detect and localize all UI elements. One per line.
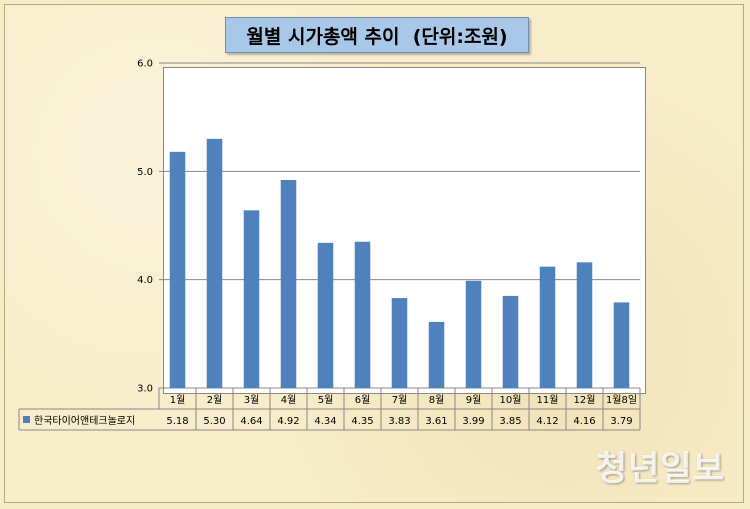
data-label: 3.99 [462, 416, 484, 427]
bar-1 [169, 151, 186, 388]
bar-12 [576, 262, 593, 388]
y-tick-label: 3.0 [137, 384, 153, 395]
data-label: 4.12 [536, 416, 558, 427]
data-label: 4.16 [573, 416, 595, 427]
bar-11 [539, 266, 556, 388]
data-label: 5.18 [166, 416, 188, 427]
x-category-label: 7월 [392, 394, 408, 406]
bar-13 [613, 302, 630, 388]
data-label: 4.34 [314, 416, 336, 427]
bar-6 [354, 241, 371, 388]
bar-7 [391, 298, 408, 388]
data-label: 3.83 [388, 416, 410, 427]
bar-8 [428, 321, 445, 388]
chart-title-box: 월별 시가총액 추이 (단위:조원) [225, 17, 529, 53]
x-category-label: 10월 [500, 394, 522, 406]
bar-3 [243, 210, 260, 388]
y-tick-label: 5.0 [137, 167, 153, 178]
data-label: 3.85 [499, 416, 521, 427]
bar-9 [465, 280, 482, 388]
y-tick-label: 4.0 [137, 275, 153, 286]
bar-5 [317, 242, 334, 388]
data-label: 3.61 [425, 416, 447, 427]
data-label: 4.92 [277, 416, 299, 427]
x-category-label: 3월 [244, 394, 260, 406]
watermark-logo: 청년일보 [595, 449, 725, 489]
bar-2 [206, 138, 223, 388]
data-label: 4.35 [351, 416, 373, 427]
x-category-label: 1월8일 [606, 394, 637, 406]
bar-4 [280, 180, 297, 388]
data-label: 4.64 [240, 416, 262, 427]
x-category-label: 9월 [466, 394, 482, 406]
x-category-label: 12월 [574, 394, 596, 406]
chart-svg: 3.0 4.0 5.0 6.0 1월 5.18 2월 5.30 3월 4.64 4월 4.92 5월 4.… [18, 59, 641, 431]
x-category-label: 5월 [318, 394, 334, 406]
chart-frame: 월별 시가총액 추이 (단위:조원) 3.0 4.0 5.0 6.0 1월 5.18 2월 5… [4, 4, 744, 503]
x-category-label: 11월 [537, 394, 559, 406]
data-label: 5.30 [203, 416, 225, 427]
x-category-label: 2월 [207, 394, 223, 406]
bar-10 [502, 295, 519, 388]
x-category-label: 6월 [355, 394, 371, 406]
chart-title: 월별 시가총액 추이 (단위:조원) [246, 25, 508, 48]
legend-swatch [23, 416, 30, 423]
x-category-label: 4월 [281, 394, 297, 406]
y-tick-label: 6.0 [137, 59, 153, 70]
x-category-label: 1월 [170, 394, 186, 406]
legend-label: 한국타이어앤테크놀로지 [34, 415, 135, 427]
x-category-label: 8월 [429, 394, 445, 406]
data-label: 3.79 [610, 416, 632, 427]
